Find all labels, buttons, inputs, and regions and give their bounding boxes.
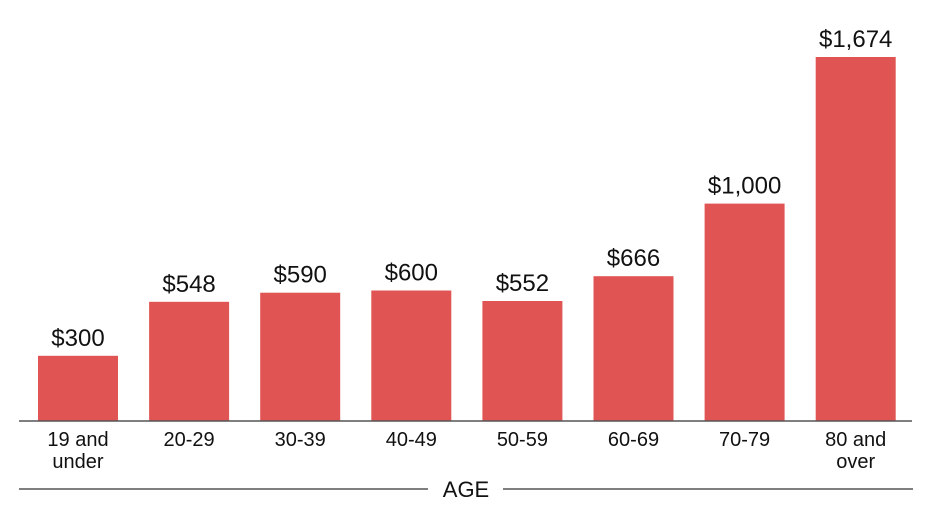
- x-tick-label-line: 30-39: [275, 429, 326, 451]
- x-tick-label: 60-69: [608, 429, 659, 451]
- x-axis-title: AGE: [443, 477, 489, 502]
- bars-group: [38, 57, 896, 421]
- bar: [593, 276, 674, 421]
- x-tick-label-line: 60-69: [608, 429, 659, 451]
- bar: [371, 290, 452, 421]
- x-tick-label: 80 and over: [825, 429, 886, 473]
- value-labels-group: $300 $548 $590 $600 $552 $666 $1,000 $1,674: [51, 26, 892, 352]
- bar: [482, 301, 563, 421]
- bar-value-label: $1,000: [708, 173, 781, 200]
- bar-value-label: $600: [385, 260, 438, 287]
- bar-value-label: $1,674: [819, 26, 892, 53]
- x-tick-label-line: 19 and: [47, 429, 108, 451]
- x-tick-label: 50-59: [497, 429, 548, 451]
- x-tick-label: 40-49: [386, 429, 437, 451]
- x-tick-label: 20-29: [164, 429, 215, 451]
- bar: [260, 292, 341, 421]
- x-tick-label-line: 80 and: [825, 429, 886, 451]
- x-tick-label: 70-79: [719, 429, 770, 451]
- bar-value-label: $552: [496, 270, 549, 297]
- x-tick-label-line: 40-49: [386, 429, 437, 451]
- bar-value-label: $548: [162, 271, 215, 298]
- bar: [38, 355, 118, 421]
- x-tick-label-line: 70-79: [719, 429, 770, 451]
- bar-value-label: $590: [274, 262, 327, 289]
- bar: [704, 203, 785, 421]
- bar-value-label: $300: [51, 325, 104, 352]
- x-tick-label: 19 and under: [47, 429, 108, 473]
- x-tick-label-line: 20-29: [164, 429, 215, 451]
- bar: [815, 57, 896, 421]
- bar: [149, 301, 230, 421]
- tick-labels-group: 19 and under 20-29 30-39 40-49 50-59 60-69 70-7…: [47, 429, 886, 473]
- x-tick-label-line: over: [836, 451, 875, 473]
- x-tick-label-line: 50-59: [497, 429, 548, 451]
- x-tick-label-line: under: [52, 451, 103, 473]
- x-tick-label: 30-39: [275, 429, 326, 451]
- bar-value-label: $666: [607, 245, 660, 272]
